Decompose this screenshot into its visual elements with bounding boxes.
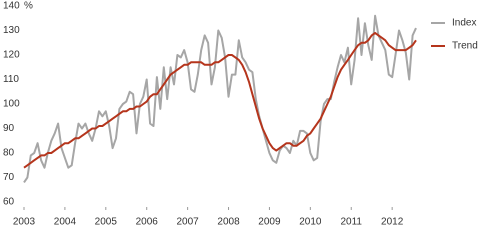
x-tick-label: 2010 [299,217,322,228]
x-tick-label: 2007 [176,217,199,228]
y-tick-label: 80 [3,148,15,159]
y-axis-label: % [24,1,33,12]
x-tick-label: 2009 [258,217,281,228]
y-tick-label: 110 [3,74,19,85]
x-tick-label: 2004 [54,217,77,228]
x-tick-label: 2006 [136,217,159,228]
legend-label: Index [452,18,476,29]
y-tick-label: 70 [3,172,15,183]
y-tick-label: 140 [3,1,20,12]
y-tick-label: 60 [3,197,15,208]
x-tick-label: 2012 [381,217,404,228]
x-tick-label: 2011 [340,217,362,228]
x-tick-label: 2005 [95,217,118,228]
series-line [23,14,417,183]
y-tick-label: 120 [3,50,20,61]
x-tick-label: 2008 [217,217,240,228]
chart: % 60 70 80 90 100 110 120 130 140 2003 2004 2005 200… [3,1,478,228]
y-tick-label: 130 [3,25,20,36]
y-tick-label: 100 [3,99,20,110]
series-line [23,31,417,169]
x-tick-label: 2003 [13,217,36,228]
y-tick-label: 90 [3,123,15,134]
legend-label: Trend [452,41,478,52]
